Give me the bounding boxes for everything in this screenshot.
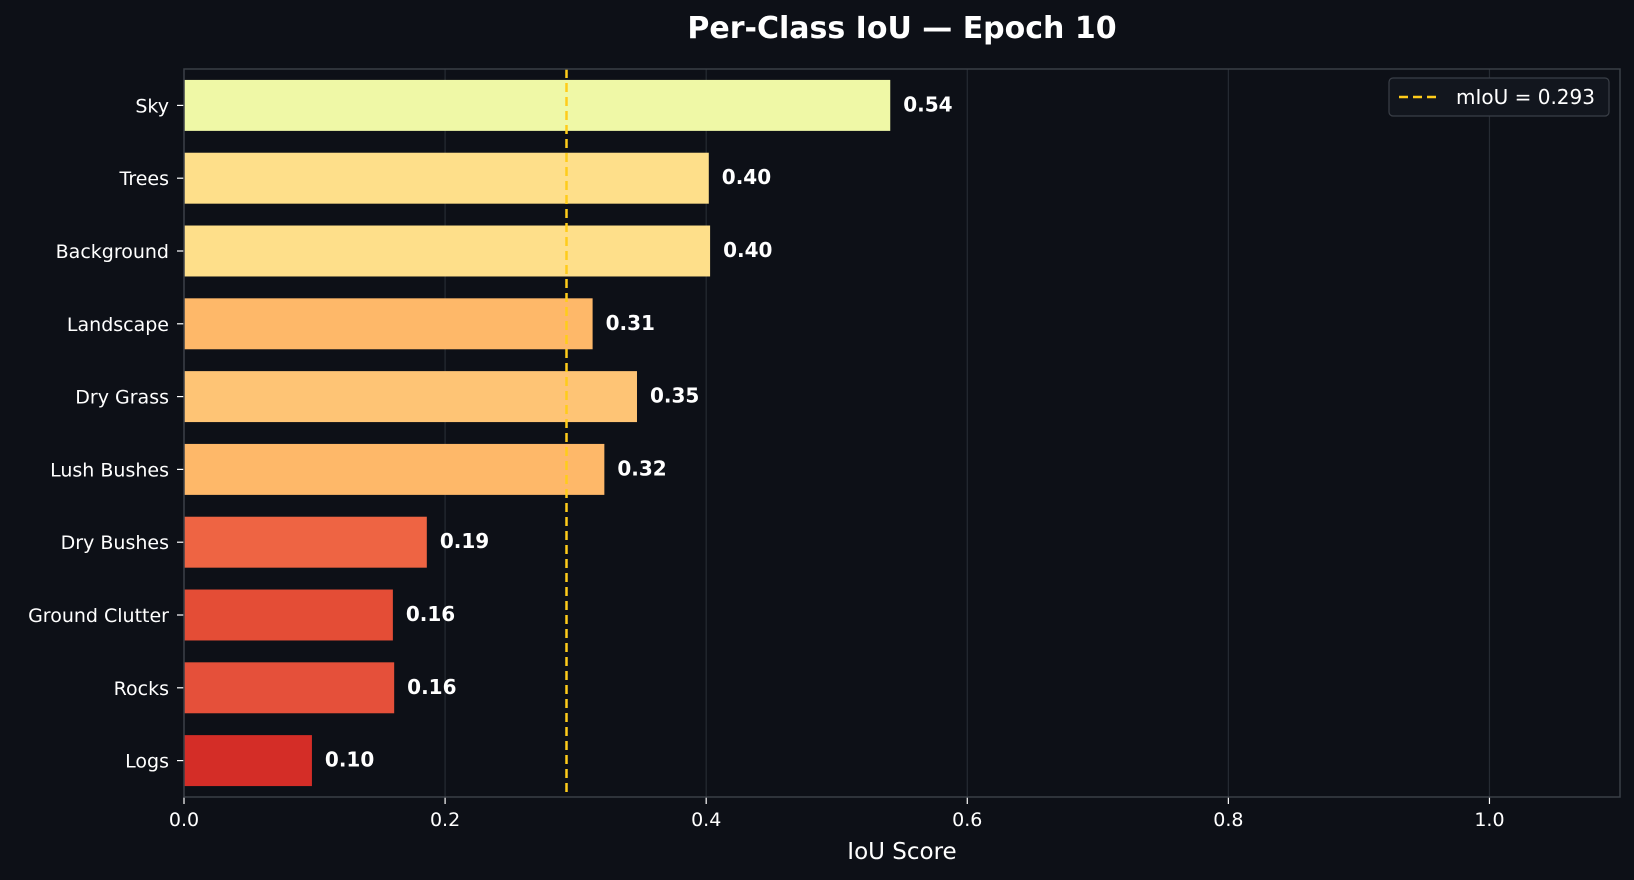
x-tick-label: 0.8 bbox=[1213, 809, 1243, 831]
x-tick-label: 0.2 bbox=[430, 809, 460, 831]
x-tick-label: 0.6 bbox=[952, 809, 982, 831]
value-label: 0.54 bbox=[903, 92, 952, 116]
y-tick-label: Ground Clutter bbox=[28, 605, 169, 627]
y-tick-label: Rocks bbox=[114, 678, 169, 700]
value-labels: 0.54 0.40 0.40 0.31 0.35 0.32 0.19 0.16 0.16 0.10 bbox=[325, 92, 953, 771]
value-label: 0.19 bbox=[440, 529, 489, 553]
value-label: 0.31 bbox=[606, 311, 655, 335]
x-axis: 0.0 0.2 0.4 0.6 0.8 1.0 bbox=[169, 797, 1505, 831]
bar-background bbox=[184, 225, 711, 277]
y-tick-label: Logs bbox=[125, 751, 169, 773]
bar-trees bbox=[184, 152, 709, 204]
value-label: 0.40 bbox=[722, 165, 771, 189]
x-tick-label: 0.0 bbox=[169, 809, 199, 831]
bar-logs bbox=[184, 735, 312, 787]
y-axis-labels: Sky Trees Background Landscape Dry Grass Lush… bbox=[28, 95, 184, 773]
legend-label: mIoU = 0.293 bbox=[1456, 85, 1595, 109]
y-tick-label: Dry Grass bbox=[75, 387, 169, 409]
bars bbox=[184, 79, 891, 787]
x-tick-label: 1.0 bbox=[1474, 809, 1504, 831]
y-tick-label: Trees bbox=[119, 168, 170, 190]
x-axis-label: IoU Score bbox=[847, 839, 956, 865]
bar-landscape bbox=[184, 298, 593, 350]
plot-frame bbox=[183, 68, 1621, 798]
y-tick-label: Lush Bushes bbox=[50, 459, 169, 481]
value-label: 0.16 bbox=[407, 675, 456, 699]
bar-rocks bbox=[184, 662, 395, 714]
y-tick-label: Dry Bushes bbox=[61, 532, 169, 554]
value-label: 0.16 bbox=[406, 602, 455, 626]
value-label: 0.32 bbox=[617, 456, 666, 480]
value-label: 0.40 bbox=[723, 238, 772, 262]
value-label: 0.35 bbox=[650, 384, 699, 408]
value-label: 0.10 bbox=[325, 748, 374, 772]
bar-dry-grass bbox=[184, 371, 637, 423]
bar-ground-clutter bbox=[184, 589, 393, 641]
x-tick-label: 0.4 bbox=[691, 809, 721, 831]
bar-dry-bushes bbox=[184, 516, 427, 568]
y-tick-label: Sky bbox=[135, 95, 169, 117]
y-tick-label: Landscape bbox=[67, 314, 169, 336]
bar-lush-bushes bbox=[184, 443, 605, 495]
bar-sky bbox=[184, 79, 891, 131]
chart-title: Per-Class IoU — Epoch 10 bbox=[687, 11, 1116, 46]
legend: mIoU = 0.293 bbox=[1388, 77, 1610, 117]
legend-box bbox=[1388, 77, 1610, 117]
y-tick-label: Background bbox=[56, 241, 169, 263]
